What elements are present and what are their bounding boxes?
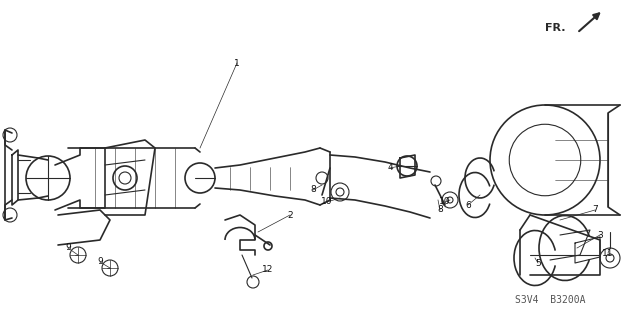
Text: 8: 8 — [310, 186, 316, 195]
Text: 7: 7 — [592, 205, 598, 214]
Text: 10: 10 — [439, 197, 451, 206]
Text: 9: 9 — [97, 257, 103, 266]
Text: 9: 9 — [65, 243, 71, 253]
Text: 2: 2 — [287, 211, 293, 219]
Text: 12: 12 — [262, 265, 274, 275]
Text: 8: 8 — [437, 205, 443, 214]
Text: 3: 3 — [597, 231, 603, 240]
Text: 1: 1 — [234, 58, 240, 68]
Text: S3V4  B3200A: S3V4 B3200A — [515, 295, 585, 305]
Text: 10: 10 — [321, 197, 333, 206]
Text: FR.: FR. — [545, 23, 565, 33]
Text: 11: 11 — [602, 249, 614, 257]
Text: 4: 4 — [387, 164, 393, 173]
Text: 5: 5 — [535, 258, 541, 268]
Text: 6: 6 — [465, 201, 471, 210]
